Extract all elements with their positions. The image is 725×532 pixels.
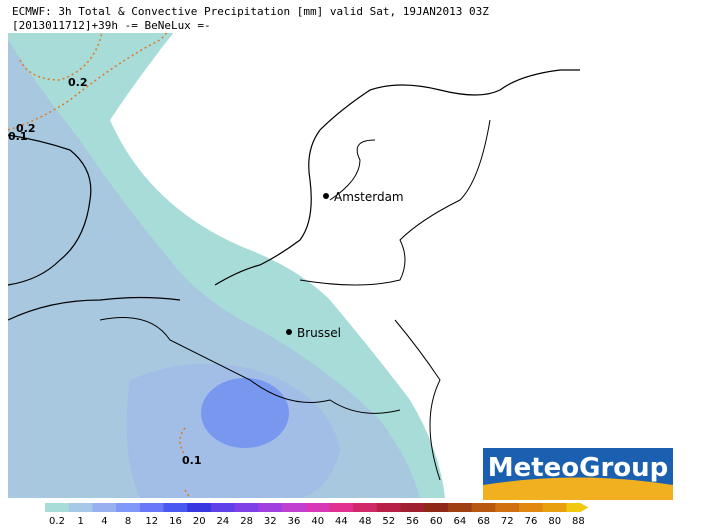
legend-swatch — [400, 503, 425, 512]
legend-label: 24 — [217, 516, 230, 527]
map-area: Amsterdam Brussel 0.2 0.2 0.1 0.1 — [7, 0, 580, 499]
legend-swatch — [353, 503, 378, 512]
legend-label: 0.2 — [49, 516, 65, 527]
precip-heavy — [201, 378, 289, 448]
legend-swatch — [495, 503, 520, 512]
legend-label: 88 — [572, 516, 585, 527]
contour-label: 0.2 — [68, 76, 88, 89]
city-label: Brussel — [297, 326, 341, 340]
header-title: ECMWF: 3h Total & Convective Precipitati… — [12, 5, 489, 18]
legend-label: 40 — [311, 516, 324, 527]
contour — [7, 0, 191, 131]
border — [99, 119, 491, 481]
coastline — [214, 69, 580, 286]
city-dot — [323, 193, 329, 199]
legend-label: 72 — [501, 516, 514, 527]
legend-label: 68 — [477, 516, 490, 527]
legend-swatch — [305, 503, 330, 512]
header-subtitle: [2013011712]+39h -= BeNeLux =- — [12, 19, 211, 32]
legend-label: 76 — [525, 516, 538, 527]
logo-text: MeteoGroup — [488, 453, 669, 483]
contour — [179, 427, 191, 499]
legend-swatch — [45, 503, 70, 512]
legend-label: 80 — [548, 516, 561, 527]
legend-label: 52 — [382, 516, 395, 527]
precip-medium — [8, 40, 420, 498]
legend-label: 4 — [101, 516, 107, 527]
legend-swatch — [139, 503, 164, 512]
legend-label: 16 — [169, 516, 182, 527]
logo-sun — [483, 477, 673, 500]
legend-label: 56 — [406, 516, 419, 527]
city-dot — [286, 329, 292, 335]
legend-swatch — [187, 503, 212, 512]
legend-label: 60 — [430, 516, 443, 527]
legend-label: 36 — [288, 516, 301, 527]
legend-swatch — [519, 503, 544, 512]
legend-label: 8 — [125, 516, 131, 527]
contour-label: 0.2 — [16, 122, 36, 135]
legend-label: 20 — [193, 516, 206, 527]
legend-swatch — [542, 503, 567, 512]
legend-swatch — [471, 503, 496, 512]
contour-label: 0.1 — [8, 130, 28, 143]
legend-swatch — [447, 503, 473, 512]
legend-swatch — [210, 503, 236, 512]
coastline-uk — [7, 134, 181, 321]
legend-label: 12 — [145, 516, 158, 527]
legend-label: 1 — [78, 516, 84, 527]
legend-arrow — [566, 503, 589, 512]
legend-swatch — [329, 503, 354, 512]
legend-swatch — [68, 503, 93, 512]
contour-label: 0.1 — [182, 454, 202, 467]
header-box — [8, 0, 580, 33]
legend-swatch — [116, 503, 141, 512]
city-label: Amsterdam — [334, 190, 404, 204]
legend-swatch — [234, 503, 259, 512]
legend-label: 44 — [335, 516, 348, 527]
legend-swatch — [258, 503, 283, 512]
legend-swatch — [282, 503, 307, 512]
legend-swatch — [163, 503, 188, 512]
legend-label: 64 — [454, 516, 467, 527]
legend-label: 48 — [359, 516, 372, 527]
legend-label: 28 — [240, 516, 253, 527]
legend-swatch — [92, 503, 117, 512]
legend-label: 32 — [264, 516, 277, 527]
legend-swatch — [376, 503, 401, 512]
legend-swatch — [424, 503, 449, 512]
legend: 0.2 1 4 8 12 16 20 24 28 32 36 40 44 48 52 56 60 64 68 72 76… — [45, 503, 589, 527]
